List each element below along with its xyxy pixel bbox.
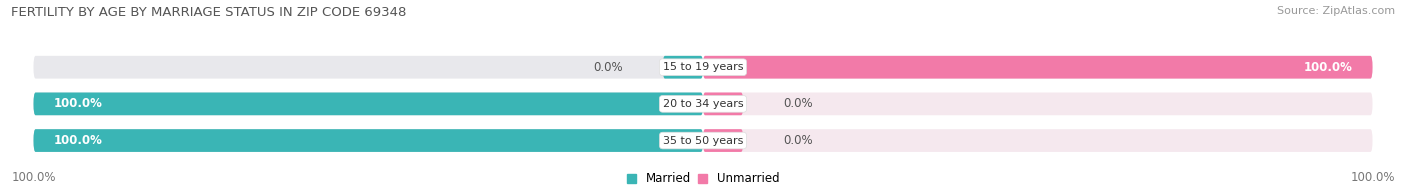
FancyBboxPatch shape (703, 93, 744, 115)
Text: Source: ZipAtlas.com: Source: ZipAtlas.com (1277, 6, 1395, 16)
Text: 15 to 19 years: 15 to 19 years (662, 62, 744, 72)
FancyBboxPatch shape (34, 129, 703, 152)
FancyBboxPatch shape (34, 93, 703, 115)
Text: 0.0%: 0.0% (593, 61, 623, 74)
Text: 35 to 50 years: 35 to 50 years (662, 136, 744, 146)
Text: 20 to 34 years: 20 to 34 years (662, 99, 744, 109)
FancyBboxPatch shape (703, 129, 1372, 152)
Text: 100.0%: 100.0% (1303, 61, 1353, 74)
FancyBboxPatch shape (703, 129, 744, 152)
Legend: Married, Unmarried: Married, Unmarried (621, 168, 785, 190)
Text: FERTILITY BY AGE BY MARRIAGE STATUS IN ZIP CODE 69348: FERTILITY BY AGE BY MARRIAGE STATUS IN Z… (11, 6, 406, 19)
FancyBboxPatch shape (662, 56, 703, 79)
Text: 100.0%: 100.0% (53, 134, 103, 147)
FancyBboxPatch shape (703, 93, 1372, 115)
FancyBboxPatch shape (34, 56, 703, 79)
Text: 0.0%: 0.0% (783, 134, 813, 147)
FancyBboxPatch shape (703, 56, 1372, 79)
FancyBboxPatch shape (703, 56, 1372, 79)
Text: 100.0%: 100.0% (11, 171, 56, 184)
Text: 100.0%: 100.0% (53, 97, 103, 110)
Text: 0.0%: 0.0% (783, 97, 813, 110)
FancyBboxPatch shape (34, 93, 703, 115)
FancyBboxPatch shape (34, 129, 703, 152)
Text: 100.0%: 100.0% (1350, 171, 1395, 184)
